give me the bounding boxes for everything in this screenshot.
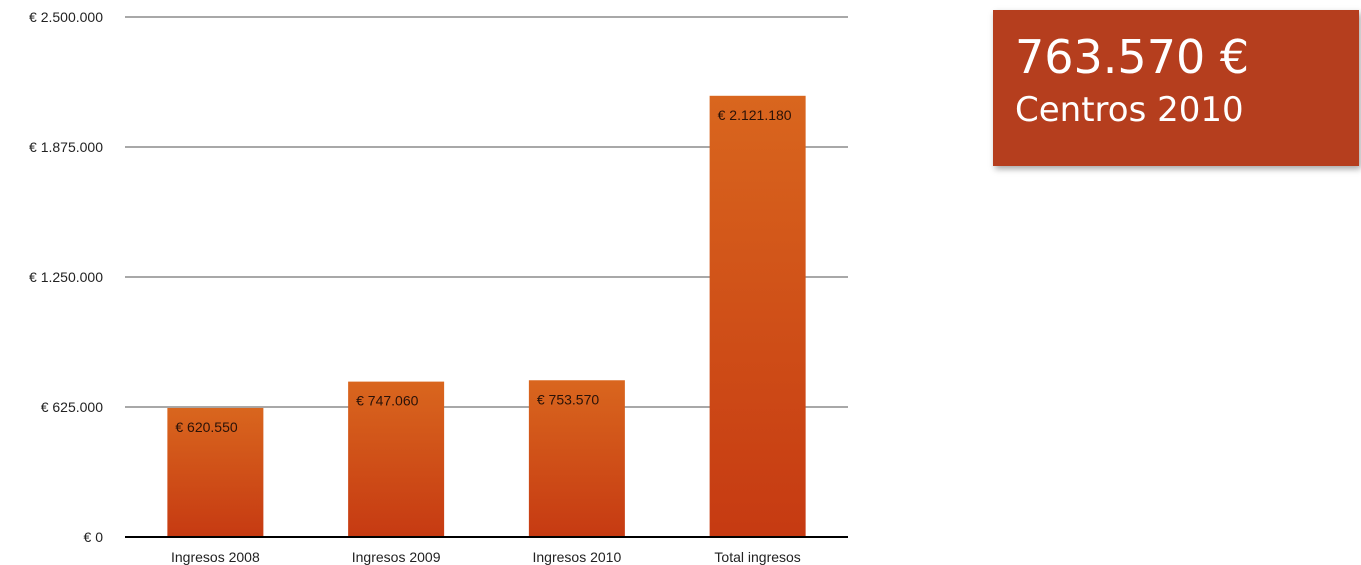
bar (709, 95, 806, 538)
y-tick-label: € 1.250.000 (29, 269, 103, 285)
bar-data-label: € 2.121.180 (718, 107, 792, 123)
callout-label: Centros 2010 (1015, 90, 1244, 130)
bar (348, 381, 445, 537)
y-tick-label: € 2.500.000 (29, 9, 103, 25)
bar-chart: € 0 € 625.000 € 1.250.000 € 1.875.000 € 2.50… (29, 9, 848, 565)
bar-data-label: € 753.570 (537, 391, 599, 407)
highlight-callout: 763.570 € Centros 2010 (993, 10, 1359, 166)
x-category-label: Ingresos 2009 (352, 549, 441, 565)
bars (167, 95, 806, 538)
data-labels: € 620.550 € 747.060 € 753.570 € 2.121.180 (175, 107, 791, 435)
y-axis-ticks: € 0 € 625.000 € 1.250.000 € 1.875.000 € 2.50… (29, 9, 103, 545)
x-category-label: Ingresos 2010 (533, 549, 622, 565)
x-category-label: Ingresos 2008 (171, 549, 260, 565)
y-tick-label: € 0 (84, 529, 104, 545)
y-tick-label: € 1.875.000 (29, 139, 103, 155)
y-tick-label: € 625.000 (41, 399, 103, 415)
bar (167, 407, 264, 537)
bar-data-label: € 747.060 (356, 393, 418, 409)
x-axis-categories: Ingresos 2008 Ingresos 2009 Ingresos 2010 T… (171, 549, 801, 565)
x-category-label: Total ingresos (714, 549, 800, 565)
bar (528, 380, 625, 537)
callout-value: 763.570 € (1015, 30, 1250, 84)
bar-data-label: € 620.550 (175, 419, 237, 435)
